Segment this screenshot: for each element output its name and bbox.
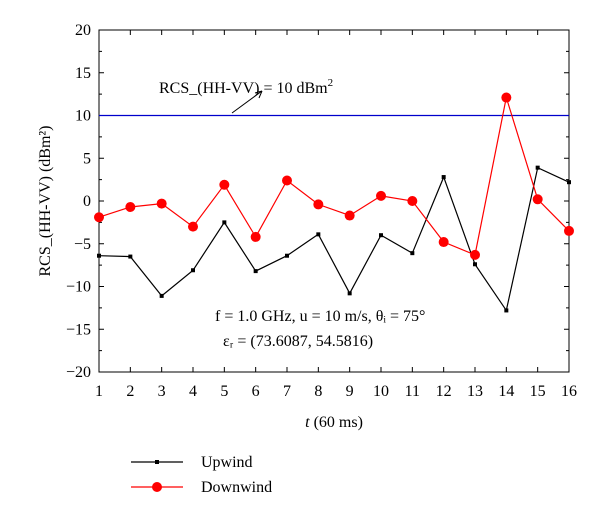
y-axis-title: RCS_(HH-VV) (dBm²)	[37, 125, 54, 276]
data-point-downwind	[282, 175, 292, 186]
data-point-downwind	[501, 92, 512, 103]
data-point-upwind	[535, 165, 540, 170]
x-tick-label: 2	[126, 383, 134, 400]
y-tick-label: 0	[83, 193, 91, 210]
data-point-downwind	[219, 179, 230, 190]
data-point-upwind	[128, 254, 133, 259]
data-point-upwind	[504, 308, 509, 313]
reference-line-label: RCS_(HH-VV) = 10 dBm2	[159, 77, 333, 97]
data-point-upwind	[473, 262, 477, 267]
legend-marker-downwind	[152, 482, 162, 492]
y-tick-label: 5	[83, 150, 91, 167]
x-tick-label: 9	[346, 383, 354, 400]
y-tick-label: −10	[66, 279, 91, 296]
y-tick-label: 10	[75, 108, 91, 125]
data-point-downwind	[313, 199, 324, 210]
data-point-upwind	[159, 293, 164, 298]
data-point-downwind	[532, 194, 543, 205]
x-tick-label: 8	[314, 383, 322, 400]
x-tick-label: 1	[95, 383, 103, 400]
x-tick-label: 11	[405, 383, 420, 400]
data-point-downwind	[376, 190, 386, 201]
data-point-downwind	[407, 196, 418, 206]
data-point-upwind	[567, 180, 571, 185]
params-annotation-line1: f = 1.0 GHz, u = 10 m/s, θᵢ = 75°	[215, 308, 425, 325]
data-point-downwind	[156, 198, 167, 209]
data-point-downwind	[470, 249, 480, 260]
x-tick-label: 13	[467, 383, 483, 400]
data-point-downwind	[438, 237, 449, 248]
data-point-upwind	[222, 220, 227, 225]
data-point-downwind	[250, 231, 261, 242]
data-point-upwind	[253, 269, 258, 274]
x-tick-label: 6	[252, 383, 260, 400]
x-tick-label: 16	[561, 383, 577, 400]
data-point-upwind	[410, 251, 415, 256]
params-annotation-line2: εᵣ = (73.6087, 54.5816)	[223, 333, 373, 350]
annotation-arrow-line	[231, 90, 263, 114]
data-point-upwind	[97, 253, 101, 258]
x-tick-label: 7	[283, 383, 291, 400]
legend-label-downwind: Downwind	[201, 479, 272, 496]
x-tick-label: 4	[189, 383, 197, 400]
data-point-upwind	[441, 175, 446, 180]
x-tick-label: 12	[436, 383, 452, 400]
x-tick-label: 10	[373, 383, 389, 400]
y-tick-label: −20	[66, 364, 91, 381]
y-tick-label: 15	[75, 65, 91, 82]
annotation-arrow-head	[254, 90, 263, 99]
y-tick-label: 20	[75, 22, 91, 39]
data-point-downwind	[125, 201, 136, 212]
x-tick-label: 3	[158, 383, 166, 400]
data-point-upwind	[316, 232, 321, 237]
x-tick-label: 5	[220, 383, 228, 400]
y-tick-label: −5	[74, 236, 91, 253]
data-point-downwind	[94, 212, 104, 223]
data-point-downwind	[344, 210, 355, 221]
legend-label-upwind: Upwind	[201, 454, 253, 471]
y-tick-label: −15	[66, 321, 91, 338]
data-point-upwind	[347, 291, 352, 296]
x-tick-label: 15	[530, 383, 546, 400]
data-point-downwind	[188, 221, 198, 232]
legend-marker-upwind	[155, 460, 159, 464]
series-line-upwind	[98, 166, 570, 312]
data-point-downwind	[564, 225, 574, 236]
x-tick-label: 14	[498, 383, 514, 400]
x-axis-title: t (60 ms)	[305, 414, 363, 431]
series-line-downwind	[98, 97, 570, 256]
data-point-upwind	[285, 253, 289, 258]
data-point-upwind	[191, 268, 195, 273]
data-point-upwind	[379, 233, 383, 238]
